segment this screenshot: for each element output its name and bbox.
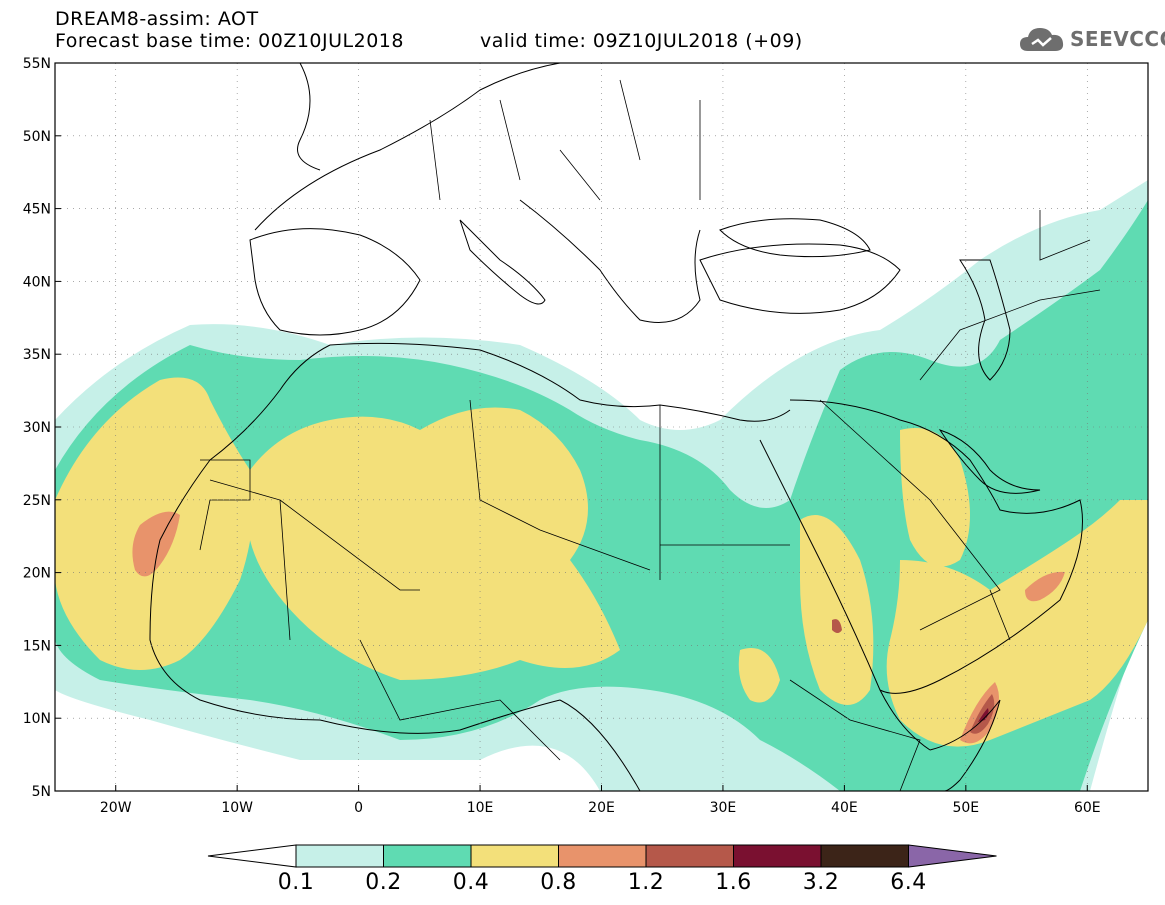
coastline-balkans	[519, 199, 701, 323]
lat-label: 25N	[23, 493, 51, 509]
lon-label: 60E	[1074, 800, 1101, 816]
grid-lines	[55, 62, 1148, 792]
coastline-italy	[459, 219, 546, 305]
lon-label: 10W	[221, 800, 253, 816]
aot-contour-0.4-arabia	[886, 428, 1148, 747]
colorbar-under-arrow	[207, 844, 297, 868]
colorbar-label: 0.4	[452, 870, 490, 895]
map-title-block: DREAM8-assim: AOT Forecast base time: 00…	[55, 8, 404, 52]
lon-label: 40E	[831, 800, 858, 816]
lon-label: 30E	[710, 800, 737, 816]
border-west-sahara	[199, 459, 251, 551]
coastline-turkey	[699, 243, 901, 314]
lat-label: 30N	[23, 420, 51, 436]
border-ethiopia	[789, 679, 921, 791]
lon-label: 20W	[100, 800, 132, 816]
colorbar-box	[470, 844, 559, 868]
coastline-persian-gulf	[938, 429, 1041, 494]
colorbar-box	[295, 844, 384, 868]
coastline-horn	[929, 699, 1001, 791]
aot-contour-0.4-nile	[800, 515, 874, 705]
borders	[199, 79, 1101, 791]
lon-label: 20E	[588, 800, 615, 816]
aot-contour-0.4-sahel	[738, 648, 780, 703]
border-iran	[919, 289, 1101, 381]
border-europe-internal	[429, 79, 701, 201]
colorbar-label: 0.8	[540, 870, 577, 895]
lon-label: 0	[354, 800, 363, 816]
coastline-black-sea	[719, 218, 871, 258]
lat-label: 45N	[23, 202, 51, 218]
colorbar-label: 1.6	[715, 870, 752, 895]
colorbar-label: 3.2	[802, 870, 840, 895]
logo-text: SEEVCCC	[1070, 27, 1165, 51]
lat-label: 10N	[23, 711, 51, 727]
colorbar-label: 0.2	[365, 870, 402, 895]
coastline-north-africa	[329, 342, 791, 422]
lat-label: 55N	[23, 56, 51, 72]
lon-label: 10E	[467, 800, 494, 816]
coastlines	[149, 63, 1083, 791]
colorbar	[207, 844, 997, 868]
map-frame	[54, 62, 1149, 792]
border-niger-chad	[469, 399, 651, 571]
lat-label: 15N	[23, 638, 51, 654]
aot-contour-0.8-mauritania	[132, 511, 180, 577]
border-mali-mauritania	[209, 479, 291, 641]
forecast-base-time: Forecast base time: 00Z10JUL2018	[55, 30, 404, 52]
coastline-iberia	[249, 228, 421, 336]
longitude-labels: 20W 10W 0 10E 20E 30E 40E 50E 60E	[100, 800, 1101, 816]
lat-label: 50N	[23, 129, 51, 145]
border-kazakh	[1039, 210, 1091, 261]
seevccc-logo: SEEVCCC	[1018, 24, 1165, 54]
colorbar-box	[820, 844, 909, 868]
lat-label: 40N	[23, 274, 51, 290]
colorbar-box	[733, 844, 822, 868]
latitude-labels: 5N 10N 15N 20N 25N 30N 35N 40N 45N 50N 55N	[23, 56, 51, 800]
colorbar-box	[383, 844, 472, 868]
lat-label: 5N	[32, 784, 51, 800]
border-central-africa	[359, 639, 561, 761]
coastline-north-europe	[254, 63, 561, 231]
lon-label: 50E	[952, 800, 979, 816]
model-title: DREAM8-assim: AOT	[55, 8, 259, 30]
border-algeria-mali	[279, 499, 420, 591]
cloud-icon	[1020, 28, 1064, 51]
coastline-red-sea	[759, 439, 931, 751]
colorbar-box	[558, 844, 647, 868]
coastline-gulf-guinea	[559, 699, 641, 791]
aot-contour-0.8-eritrea	[832, 619, 842, 633]
valid-time: valid time: 09Z10JUL2018 (+09)	[480, 30, 803, 52]
colorbar-box	[645, 844, 734, 868]
lat-label: 20N	[23, 566, 51, 582]
colorbar-label: 0.1	[277, 870, 315, 895]
border-saudi	[819, 399, 1001, 631]
colorbar-over-arrow	[908, 844, 997, 868]
colorbar-label: 6.4	[890, 870, 927, 895]
aot-contour-1.2-somalia	[970, 694, 995, 734]
aot-contour-0.8-oman	[1025, 571, 1065, 602]
border-yemen-oman	[989, 589, 1011, 641]
aot-contour-0.4-sahara	[250, 407, 620, 680]
coastline-arabia	[789, 399, 1083, 694]
coastline-caspian	[959, 259, 1011, 381]
coastline-nw-africa	[149, 344, 561, 734]
lat-label: 35N	[23, 347, 51, 363]
colorbar-label: 1.2	[627, 870, 665, 895]
